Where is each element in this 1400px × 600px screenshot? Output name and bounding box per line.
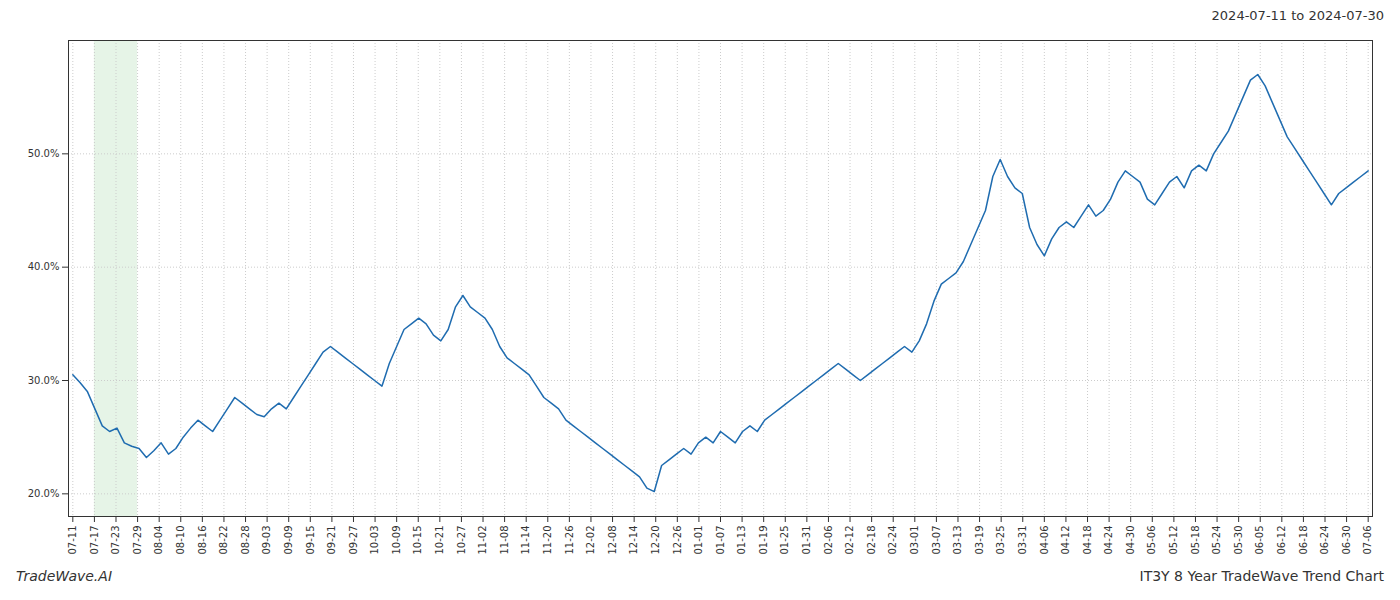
- svg-text:05-18: 05-18: [1190, 526, 1201, 555]
- svg-text:04-06: 04-06: [1039, 526, 1050, 555]
- svg-text:06-30: 06-30: [1341, 526, 1352, 555]
- svg-text:07-11: 07-11: [67, 526, 78, 555]
- svg-text:03-13: 03-13: [952, 526, 963, 555]
- svg-text:03-19: 03-19: [974, 526, 985, 555]
- svg-text:05-30: 05-30: [1233, 526, 1244, 555]
- html-text:IT3Y 8 Year TradeWave Trend Ch: IT3Y 8 Year TradeWave Trend Chart: [1139, 568, 1384, 584]
- svg-text:11-14: 11-14: [520, 526, 531, 555]
- svg-text:11-26: 11-26: [564, 526, 575, 555]
- svg-text:05-24: 05-24: [1211, 526, 1222, 555]
- svg-text:01-25: 01-25: [779, 526, 790, 555]
- svg-text:07-06: 07-06: [1362, 526, 1373, 555]
- svg-text:02-12: 02-12: [844, 526, 855, 555]
- svg-text:09-09: 09-09: [283, 526, 294, 555]
- svg-text:09-27: 09-27: [348, 526, 359, 555]
- svg-text:06-24: 06-24: [1319, 526, 1330, 555]
- svg-text:08-10: 08-10: [175, 526, 186, 555]
- svg-text:06-12: 06-12: [1276, 526, 1287, 555]
- svg-text:03-31: 03-31: [1017, 526, 1028, 555]
- svg-text:12-26: 12-26: [672, 526, 683, 555]
- svg-text:10-03: 10-03: [369, 526, 380, 555]
- svg-text:01-07: 01-07: [715, 526, 726, 555]
- svg-text:04-24: 04-24: [1103, 526, 1114, 555]
- svg-text:05-06: 05-06: [1146, 526, 1157, 555]
- svg-text:03-25: 03-25: [995, 526, 1006, 555]
- svg-text:50.0%: 50.0%: [28, 148, 60, 159]
- svg-text:09-03: 09-03: [261, 526, 272, 555]
- svg-text:12-02: 12-02: [585, 526, 596, 555]
- svg-text:12-14: 12-14: [628, 526, 639, 555]
- svg-text:11-08: 11-08: [499, 526, 510, 555]
- svg-text:08-04: 08-04: [153, 526, 164, 555]
- svg-text:40.0%: 40.0%: [28, 261, 60, 272]
- svg-text:01-31: 01-31: [801, 526, 812, 555]
- svg-text:11-20: 11-20: [542, 526, 553, 555]
- svg-text:08-16: 08-16: [197, 526, 208, 555]
- svg-text:06-05: 06-05: [1254, 526, 1265, 555]
- svg-text:10-27: 10-27: [456, 526, 467, 555]
- html-text:2024-07-11 to 2024-07-30: 2024-07-11 to 2024-07-30: [1211, 8, 1384, 23]
- svg-text:02-24: 02-24: [887, 526, 898, 555]
- svg-text:10-15: 10-15: [412, 526, 423, 555]
- svg-text:01-19: 01-19: [758, 526, 769, 555]
- svg-text:09-21: 09-21: [326, 526, 337, 555]
- svg-text:11-02: 11-02: [477, 526, 488, 555]
- svg-text:02-18: 02-18: [866, 526, 877, 555]
- html-text:TradeWave.AI: TradeWave.AI: [16, 568, 112, 584]
- svg-text:10-21: 10-21: [434, 526, 445, 555]
- svg-text:06-18: 06-18: [1298, 526, 1309, 555]
- svg-text:10-09: 10-09: [391, 526, 402, 555]
- svg-text:07-17: 07-17: [89, 526, 100, 555]
- svg-text:05-12: 05-12: [1168, 526, 1179, 555]
- svg-text:12-20: 12-20: [650, 526, 661, 555]
- svg-text:01-13: 01-13: [736, 526, 747, 555]
- svg-text:07-23: 07-23: [110, 526, 121, 555]
- svg-text:04-18: 04-18: [1082, 526, 1093, 555]
- svg-text:03-01: 03-01: [909, 526, 920, 555]
- svg-text:02-06: 02-06: [823, 526, 834, 555]
- svg-text:20.0%: 20.0%: [28, 488, 60, 499]
- svg-text:03-07: 03-07: [931, 526, 942, 555]
- svg-text:09-15: 09-15: [305, 526, 316, 555]
- svg-text:30.0%: 30.0%: [28, 375, 60, 386]
- svg-text:01-01: 01-01: [693, 526, 704, 555]
- svg-text:08-22: 08-22: [218, 526, 229, 555]
- svg-text:04-12: 04-12: [1060, 526, 1071, 555]
- svg-text:04-30: 04-30: [1125, 526, 1136, 555]
- svg-text:12-08: 12-08: [607, 526, 618, 555]
- svg-text:08-28: 08-28: [240, 526, 251, 555]
- svg-text:07-29: 07-29: [132, 526, 143, 555]
